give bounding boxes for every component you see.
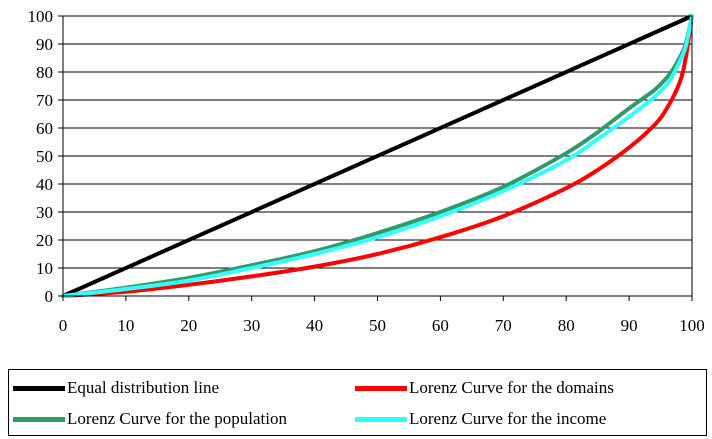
x-tick-label: 20: [180, 316, 197, 335]
tick-labels: 0 10 20 30 40 50 60 70 80 90 100 0 10 20 30 40 50 60 70 80 9…: [28, 7, 705, 335]
x-tick-label: 90: [621, 316, 638, 335]
series-line-2: [61, 14, 694, 298]
series-line-3: [61, 14, 694, 298]
legend-label: Lorenz Curve for the domains: [409, 378, 614, 397]
legend-item: Lorenz Curve for the income: [355, 408, 606, 430]
legend-swatch: [355, 416, 407, 422]
y-tick-label: 50: [36, 147, 53, 166]
x-tick-label: 100: [679, 316, 705, 335]
legend-label: Lorenz Curve for the population: [67, 409, 287, 428]
legend: Equal distribution line Lorenz Curve for…: [8, 369, 707, 436]
x-tick-label: 10: [117, 316, 134, 335]
y-tick-label: 70: [36, 91, 53, 110]
legend-label: Lorenz Curve for the income: [409, 409, 607, 428]
y-tick-label: 80: [36, 63, 53, 82]
x-tick-label: 30: [243, 316, 260, 335]
y-tick-label: 100: [28, 7, 54, 26]
legend-item: Lorenz Curve for the population: [13, 408, 287, 430]
legend-swatch: [355, 385, 407, 391]
legend-swatch: [13, 416, 65, 422]
axes: [58, 15, 693, 301]
y-tick-label: 0: [45, 287, 54, 306]
y-tick-label: 60: [36, 119, 53, 138]
y-tick-label: 10: [36, 259, 53, 278]
x-tick-label: 40: [306, 316, 323, 335]
y-tick-label: 20: [36, 231, 53, 250]
x-tick-label: 0: [59, 316, 68, 335]
y-tick-label: 90: [36, 35, 53, 54]
x-tick-label: 80: [558, 316, 575, 335]
x-tick-label: 60: [432, 316, 449, 335]
series-line-1: [61, 14, 694, 298]
legend-swatch: [13, 385, 65, 391]
series-lines: [61, 14, 694, 298]
y-tick-label: 40: [36, 175, 53, 194]
legend-item: Lorenz Curve for the domains: [355, 377, 614, 399]
y-tick-label: 30: [36, 203, 53, 222]
series-line-0: [61, 14, 694, 298]
x-tick-label: 70: [495, 316, 512, 335]
legend-item: Equal distribution line: [13, 377, 219, 399]
legend-label: Equal distribution line: [67, 378, 220, 397]
gridlines: [63, 15, 692, 269]
x-tick-label: 50: [369, 316, 386, 335]
